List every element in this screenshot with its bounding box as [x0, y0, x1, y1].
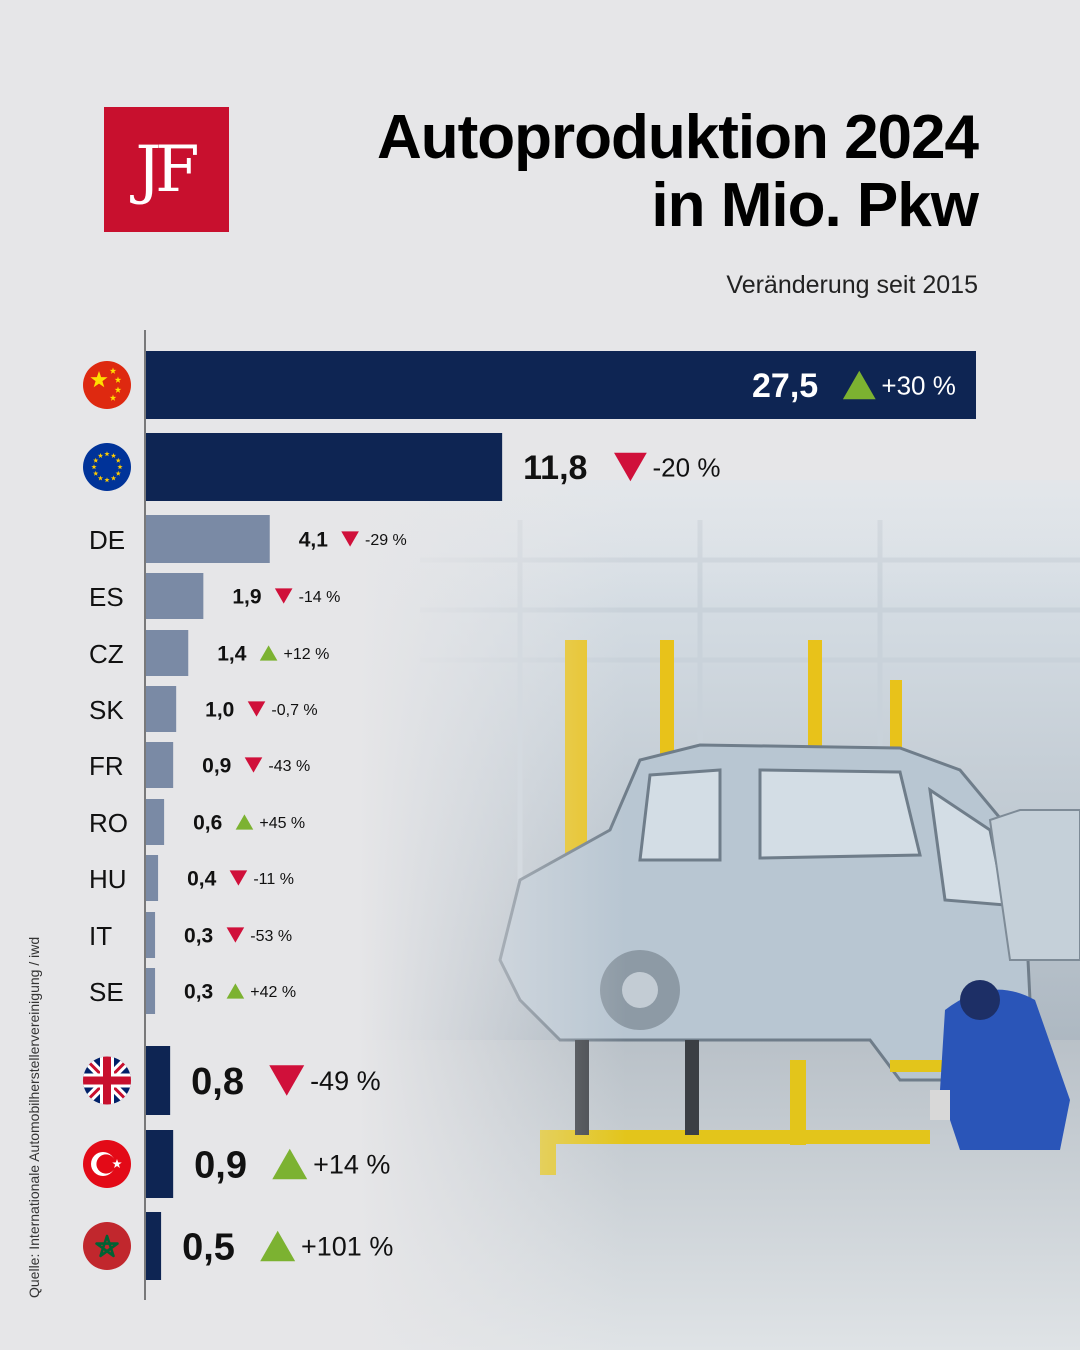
change-label: +101 %: [301, 1232, 393, 1262]
down-arrow-icon: [269, 1065, 305, 1096]
change-label: +42 %: [250, 984, 296, 1001]
uk-flag-icon: [83, 1056, 131, 1105]
down-arrow-icon: [226, 927, 245, 943]
up-arrow-icon: [226, 983, 245, 999]
value-label: 0,9: [202, 755, 231, 778]
value-label: 0,3: [184, 925, 213, 948]
category-label: SE: [89, 977, 124, 1007]
value-label: 0,4: [187, 868, 217, 891]
bar-uk: [146, 1046, 171, 1115]
change-label: -11 %: [253, 871, 294, 888]
down-arrow-icon: [614, 452, 647, 482]
category-label: RO: [89, 808, 128, 838]
change-label: -29 %: [365, 532, 407, 549]
up-arrow-icon: [272, 1148, 308, 1180]
value-label: 0,6: [193, 812, 222, 835]
change-label: +14 %: [313, 1150, 390, 1180]
change-label: +12 %: [283, 646, 329, 663]
value-label: 11,8: [523, 449, 587, 487]
turkey-flag-icon: [83, 1140, 131, 1188]
change-label: -43 %: [268, 758, 310, 775]
value-label: 1,0: [205, 699, 234, 722]
change-label: -20 %: [653, 452, 721, 482]
bar-it: [146, 912, 156, 958]
title-line-1: Autoproduktion 2024: [376, 103, 979, 172]
up-arrow-icon: [842, 370, 876, 400]
bar-es: [146, 573, 204, 619]
chart-subtitle: Veränderung seit 2015: [726, 271, 978, 299]
down-arrow-icon: [229, 870, 248, 886]
bar-de: [146, 515, 270, 563]
value-label: 1,9: [232, 586, 261, 609]
change-label: -49 %: [310, 1066, 381, 1096]
category-label: IT: [89, 921, 112, 951]
down-arrow-icon: [247, 701, 266, 717]
down-arrow-icon: [341, 531, 359, 547]
value-label: 0,9: [194, 1145, 247, 1187]
category-label: SK: [89, 695, 124, 725]
bar-china: [146, 351, 976, 419]
morocco-flag-icon: [83, 1222, 131, 1270]
bar-morocco: [146, 1212, 162, 1280]
eu-flag-icon: [83, 443, 131, 491]
bar-ro: [146, 799, 165, 845]
bar-sk: [146, 686, 177, 732]
up-arrow-icon: [235, 814, 254, 830]
bar-turkey: [146, 1130, 174, 1198]
category-label: DE: [89, 525, 125, 555]
value-label: 0,3: [184, 981, 213, 1004]
bar-hu: [146, 855, 159, 901]
bar-se: [146, 968, 156, 1014]
change-label: +45 %: [259, 815, 305, 832]
value-label: 27,5: [752, 367, 818, 405]
bar-cz: [146, 630, 189, 676]
category-label: FR: [89, 751, 124, 781]
value-label: 0,5: [182, 1227, 235, 1269]
jf-logo: JF: [104, 107, 229, 232]
up-arrow-icon: [260, 1230, 296, 1262]
china-flag-icon: [83, 361, 131, 409]
down-arrow-icon: [244, 757, 263, 773]
bar-fr: [146, 742, 174, 788]
title-line-2: in Mio. Pkw: [651, 171, 979, 240]
value-label: 4,1: [299, 529, 329, 552]
change-label: -53 %: [250, 928, 292, 945]
category-label: CZ: [89, 639, 124, 669]
logo-text: JF: [135, 132, 199, 207]
change-label: -0,7 %: [271, 702, 317, 719]
change-label: +30 %: [881, 370, 955, 400]
up-arrow-icon: [259, 645, 278, 661]
page-title: Autoproduktion 2024 in Mio. Pkw: [376, 103, 979, 240]
category-label: HU: [89, 864, 127, 894]
bar-eu: [146, 433, 503, 501]
down-arrow-icon: [274, 588, 293, 604]
value-label: 1,4: [217, 643, 247, 666]
change-label: -14 %: [299, 589, 341, 606]
value-label: 0,8: [191, 1061, 244, 1103]
category-label: ES: [89, 582, 124, 612]
